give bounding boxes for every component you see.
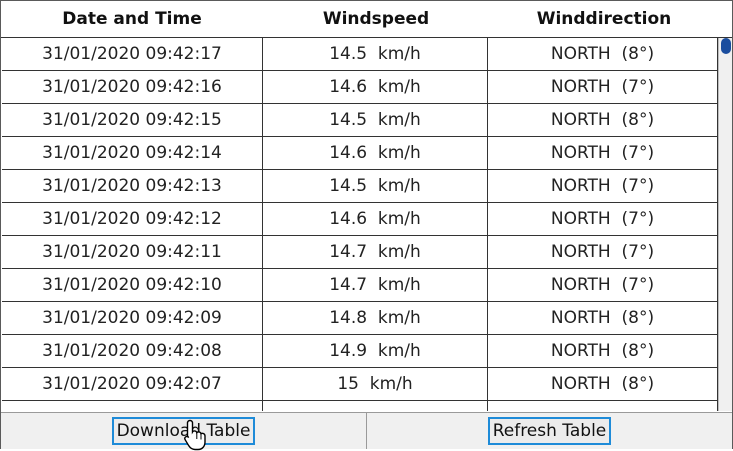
button-bar: Download Table Refresh Table — [1, 412, 732, 449]
cell-windspeed: 14.7 km/h — [262, 235, 488, 269]
cell-windspeed: 14.5 km/h — [262, 38, 488, 71]
cell-windspeed: 14.7 km/h — [262, 268, 488, 302]
table-body: 31/01/2020 09:42:17 14.5 km/h NORTH (8°) 31… — [2, 38, 718, 411]
cell-winddirection: NORTH (7°) — [487, 136, 718, 170]
cell-windspeed: 14.9 km/h — [262, 334, 488, 368]
cell-empty — [487, 400, 718, 411]
cell-date-time: 31/01/2020 09:42:12 — [2, 202, 263, 236]
table-row[interactable]: 31/01/2020 09:42:16 14.6 km/h NORTH (7°) — [2, 70, 718, 104]
cell-winddirection: NORTH (8°) — [487, 38, 718, 71]
table-scroll-area[interactable]: 31/01/2020 09:42:17 14.5 km/h NORTH (8°) 31… — [2, 38, 718, 411]
vertical-scrollbar[interactable] — [718, 38, 732, 411]
cell-windspeed: 14.5 km/h — [262, 103, 488, 137]
cell-date-time: 31/01/2020 09:42:09 — [2, 301, 263, 335]
table-row[interactable]: 31/01/2020 09:42:08 14.9 km/h NORTH (8°) — [2, 334, 718, 368]
cell-windspeed: 14.6 km/h — [262, 202, 488, 236]
cell-date-time: 31/01/2020 09:42:14 — [2, 136, 263, 170]
cell-empty — [2, 400, 263, 411]
table-row[interactable]: 31/01/2020 09:42:10 14.7 km/h NORTH (7°) — [2, 268, 718, 302]
table-row[interactable]: 31/01/2020 09:42:17 14.5 km/h NORTH (8°) — [2, 38, 718, 71]
hand-pointer-icon — [184, 419, 206, 451]
cell-date-time: 31/01/2020 09:42:11 — [2, 235, 263, 269]
cell-windspeed: 14.5 km/h — [262, 169, 488, 203]
cell-date-time: 31/01/2020 09:42:15 — [2, 103, 263, 137]
cell-winddirection: NORTH (8°) — [487, 103, 718, 137]
table-row[interactable]: 31/01/2020 09:42:14 14.6 km/h NORTH (7°) — [2, 136, 718, 170]
cell-winddirection: NORTH (7°) — [487, 70, 718, 104]
table-row[interactable]: 31/01/2020 09:42:09 14.8 km/h NORTH (8°) — [2, 301, 718, 335]
cell-windspeed: 15 km/h — [262, 367, 488, 401]
table-row[interactable]: 31/01/2020 09:42:07 15 km/h NORTH (8°) — [2, 367, 718, 401]
download-cell: Download Table — [1, 413, 367, 449]
table-row-partial — [2, 400, 718, 411]
cell-winddirection: NORTH (7°) — [487, 268, 718, 302]
cell-date-time: 31/01/2020 09:42:13 — [2, 169, 263, 203]
cell-date-time: 31/01/2020 09:42:16 — [2, 70, 263, 104]
column-header-date-time[interactable]: Date and Time — [62, 9, 202, 29]
cell-winddirection: NORTH (7°) — [487, 235, 718, 269]
cell-winddirection: NORTH (7°) — [487, 169, 718, 203]
cell-empty — [262, 400, 488, 411]
column-header-windspeed[interactable]: Windspeed — [322, 9, 430, 29]
cell-date-time: 31/01/2020 09:42:17 — [2, 38, 263, 71]
column-header-winddirection[interactable]: Winddirection — [536, 9, 672, 29]
cell-windspeed: 14.6 km/h — [262, 70, 488, 104]
refresh-table-button[interactable]: Refresh Table — [487, 417, 612, 445]
table-row[interactable]: 31/01/2020 09:42:12 14.6 km/h NORTH (7°) — [2, 202, 718, 236]
cell-winddirection: NORTH (8°) — [487, 367, 718, 401]
cell-windspeed: 14.6 km/h — [262, 136, 488, 170]
scrollbar-thumb[interactable] — [721, 38, 731, 54]
cell-winddirection: NORTH (8°) — [487, 301, 718, 335]
download-table-button[interactable]: Download Table — [111, 417, 256, 445]
wind-data-table: 31/01/2020 09:42:17 14.5 km/h NORTH (8°) 31… — [2, 38, 718, 411]
cell-winddirection: NORTH (7°) — [487, 202, 718, 236]
cell-date-time: 31/01/2020 09:42:07 — [2, 367, 263, 401]
table-row[interactable]: 31/01/2020 09:42:15 14.5 km/h NORTH (8°) — [2, 103, 718, 137]
table-row[interactable]: 31/01/2020 09:42:11 14.7 km/h NORTH (7°) — [2, 235, 718, 269]
refresh-cell: Refresh Table — [367, 413, 732, 449]
cell-date-time: 31/01/2020 09:42:10 — [2, 268, 263, 302]
cell-winddirection: NORTH (8°) — [487, 334, 718, 368]
cell-date-time: 31/01/2020 09:42:08 — [2, 334, 263, 368]
table-header: Date and Time Windspeed Winddirection — [1, 1, 732, 38]
table-row[interactable]: 31/01/2020 09:42:13 14.5 km/h NORTH (7°) — [2, 169, 718, 203]
cell-windspeed: 14.8 km/h — [262, 301, 488, 335]
